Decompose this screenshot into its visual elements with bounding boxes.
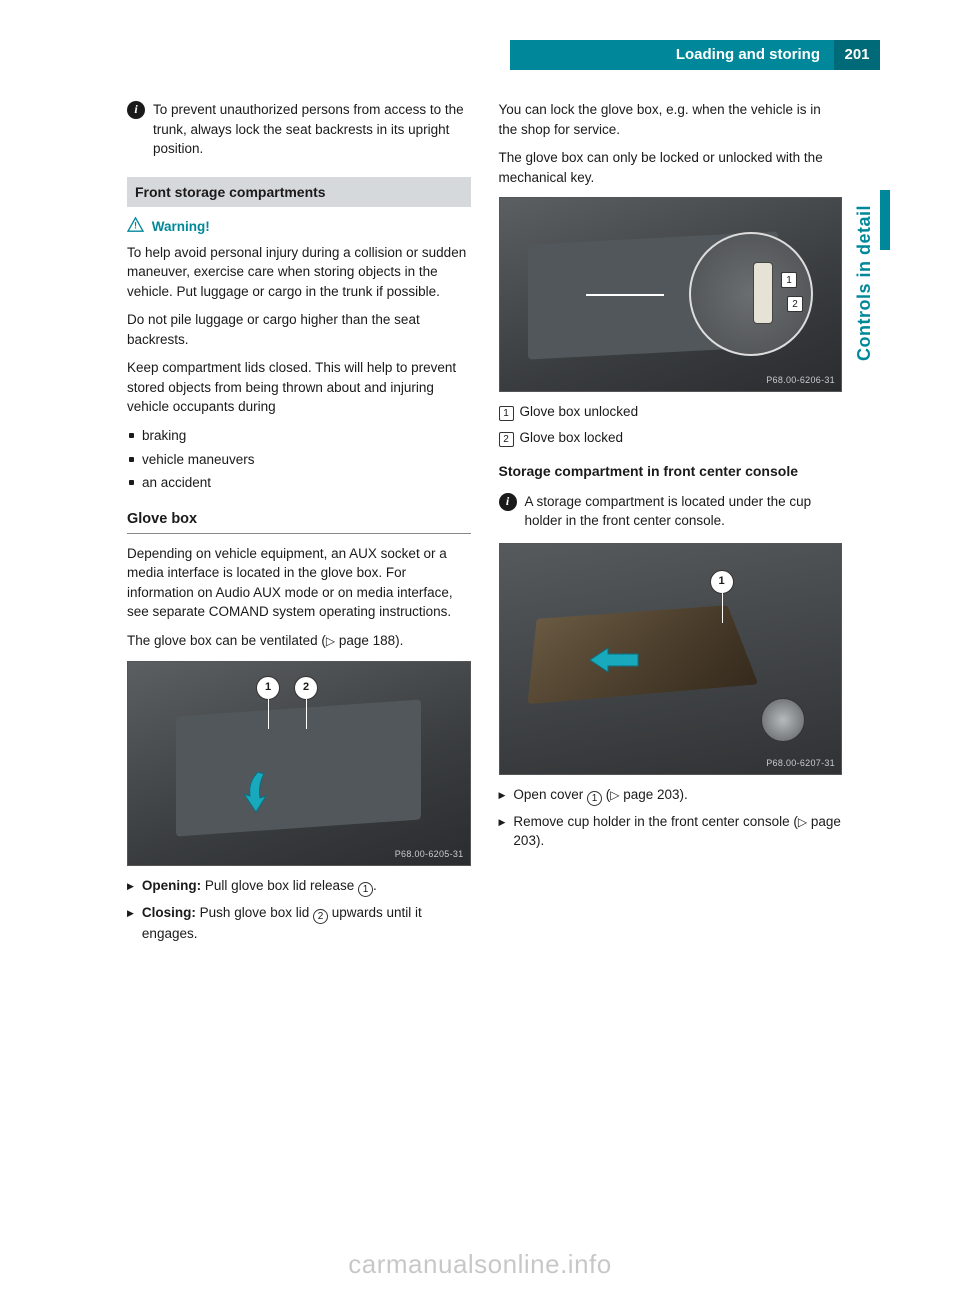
lock-marker-1: 1 bbox=[781, 272, 797, 288]
info-note-storage: i A storage compartment is located under… bbox=[499, 492, 843, 531]
glovebox-paragraph-2: The glove box can be ventilated (▷ page … bbox=[127, 631, 471, 651]
arrow-left-icon bbox=[588, 646, 640, 674]
step-opening: Opening: Pull glove box lid release 1. bbox=[127, 876, 471, 897]
list-item: an accident bbox=[129, 473, 471, 493]
zoom-leader-line bbox=[586, 294, 664, 296]
warning-triangle-icon: ! bbox=[127, 217, 144, 232]
warning-label-text: Warning! bbox=[152, 219, 210, 234]
info-icon: i bbox=[499, 493, 517, 511]
warning-heading: ! Warning! bbox=[127, 217, 471, 237]
figure-marker-2: 2 bbox=[294, 676, 318, 700]
figure-glovebox-lock: 1 2 P68.00-6206-31 bbox=[499, 197, 843, 392]
list-item: vehicle maneuvers bbox=[129, 450, 471, 470]
figure-center-console: 1 P68.00-6207-31 bbox=[499, 543, 843, 775]
step-closing: Closing: Push glove box lid 2 upwards un… bbox=[127, 903, 471, 944]
watermark: carmanualsonline.info bbox=[348, 1246, 611, 1284]
figure-marker-1: 1 bbox=[710, 570, 734, 594]
figure-code: P68.00-6205-31 bbox=[395, 848, 464, 861]
chapter-label-vertical: Controls in detail bbox=[851, 205, 877, 361]
warning-paragraph-2: Do not pile luggage or cargo higher than… bbox=[127, 310, 471, 349]
step-open-cover: Open cover 1 (▷ page 203). bbox=[499, 785, 843, 806]
rotary-dial bbox=[761, 698, 805, 742]
right-column: You can lock the glove box, e.g. when th… bbox=[499, 100, 843, 949]
lock-marker-2: 2 bbox=[787, 296, 803, 312]
page-content: i To prevent unauthorized persons from a… bbox=[127, 100, 842, 949]
console-panel bbox=[527, 605, 758, 704]
info-note-text: To prevent unauthorized persons from acc… bbox=[153, 100, 471, 159]
figure-glovebox-open: 1 2 P68.00-6205-31 bbox=[127, 661, 471, 866]
zoom-circle: 1 2 bbox=[689, 232, 813, 356]
header-title: Loading and storing bbox=[510, 40, 834, 70]
side-accent-tab bbox=[880, 190, 890, 250]
list-item: braking bbox=[129, 426, 471, 446]
info-icon: i bbox=[127, 101, 145, 119]
warning-paragraph-1: To help avoid personal injury during a c… bbox=[127, 243, 471, 302]
info-note-row: i To prevent unauthorized persons from a… bbox=[127, 100, 471, 159]
legend-row-2: 2Glove box locked bbox=[499, 428, 843, 448]
warning-paragraph-3: Keep compartment lids closed. This will … bbox=[127, 358, 471, 417]
right-paragraph-1: You can lock the glove box, e.g. when th… bbox=[499, 100, 843, 139]
inline-marker-1: 1 bbox=[587, 791, 602, 806]
legend-row-1: 1Glove box unlocked bbox=[499, 402, 843, 422]
inline-marker-2: 2 bbox=[313, 909, 328, 924]
arrow-down-icon bbox=[240, 770, 276, 814]
subheading-storage: Storage compartment in front center cons… bbox=[499, 461, 843, 481]
page-number: 201 bbox=[834, 40, 880, 70]
subheading-glovebox: Glove box bbox=[127, 509, 471, 534]
figure-code: P68.00-6207-31 bbox=[766, 757, 835, 770]
right-paragraph-2: The glove box can only be locked or unlo… bbox=[499, 148, 843, 187]
step-remove-cupholder: Remove cup holder in the front center co… bbox=[499, 812, 843, 851]
figure-code: P68.00-6206-31 bbox=[766, 374, 835, 387]
info-note-text: A storage compartment is located under t… bbox=[525, 492, 843, 531]
left-column: i To prevent unauthorized persons from a… bbox=[127, 100, 471, 949]
figure-marker-1: 1 bbox=[256, 676, 280, 700]
svg-text:!: ! bbox=[134, 221, 137, 231]
header-bar: Loading and storing 201 bbox=[510, 40, 880, 70]
glovebox-paragraph-1: Depending on vehicle equipment, an AUX s… bbox=[127, 544, 471, 622]
section-heading: Front storage compartments bbox=[127, 177, 471, 207]
warning-bullet-list: braking vehicle maneuvers an accident bbox=[129, 426, 471, 493]
inline-marker-1: 1 bbox=[358, 882, 373, 897]
